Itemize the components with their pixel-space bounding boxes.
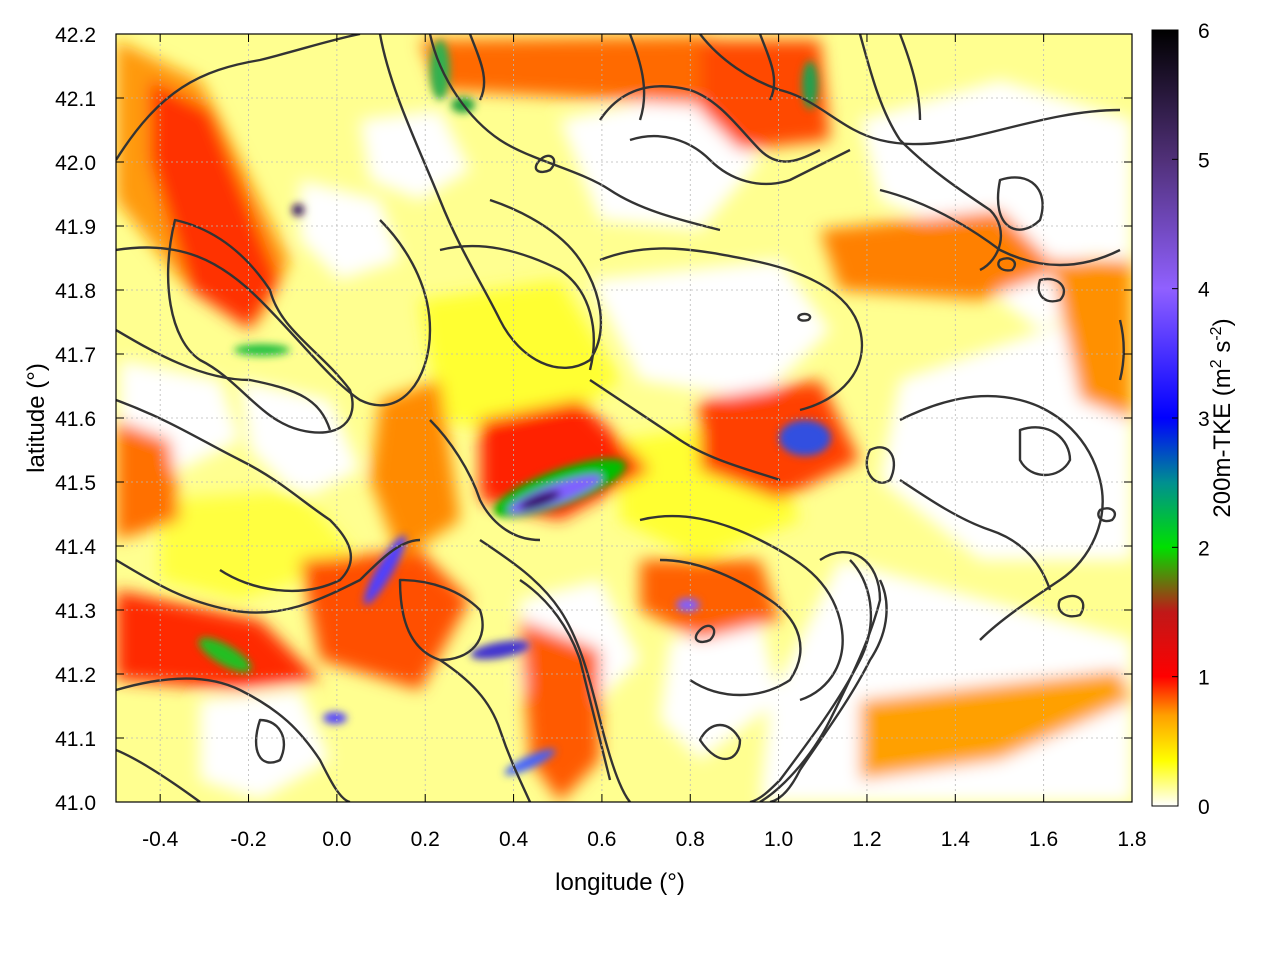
y-tick-label-10: 42.0 — [55, 152, 96, 175]
colorbar-title: 200m-TKE (m2 s-2) — [1208, 318, 1236, 517]
colorbar-tick-label-0: 0 — [1198, 796, 1210, 819]
y-tick-label-1: 41.1 — [55, 728, 96, 751]
y-tick-label-6: 41.6 — [55, 408, 96, 431]
colorbar-tick-label-4: 4 — [1198, 279, 1210, 302]
grid-lines — [116, 34, 1132, 802]
x-tick-label-8: 1.2 — [852, 828, 881, 851]
y-axis-title: latitude (°) — [23, 363, 50, 473]
y-tick-label-2: 41.2 — [55, 664, 96, 687]
plot-area — [116, 34, 1132, 802]
colorbar-tick-label-5: 5 — [1198, 149, 1210, 172]
y-tick-label-8: 41.8 — [55, 280, 96, 303]
x-tick-label-4: 0.4 — [499, 828, 529, 851]
colorbar-tick-label-1: 1 — [1198, 667, 1210, 690]
y-tick-label-11: 42.1 — [55, 88, 96, 111]
x-tick-label-2: 0.0 — [322, 828, 351, 851]
colorbar-tick-label-2: 2 — [1198, 537, 1210, 560]
y-tick-label-0: 41.0 — [55, 792, 96, 815]
y-tick-label-3: 41.3 — [55, 600, 96, 623]
x-axis: -0.4 -0.2 0.0 0.2 0.4 0.6 0.8 1.0 1.2 1.4 1.6 1.8 — [142, 34, 1147, 851]
x-axis-title: longitude (°) — [555, 869, 685, 896]
y-tick-label-12: 42.2 — [55, 24, 96, 47]
y-tick-label-5: 41.5 — [55, 472, 96, 495]
x-tick-label-6: 0.8 — [676, 828, 705, 851]
heatmap-field — [116, 36, 1132, 802]
colorbar-ticks: 0 1 2 3 4 5 6 — [1172, 20, 1210, 819]
colorbar-tick-label-6: 6 — [1198, 20, 1210, 43]
x-tick-label-3: 0.2 — [411, 828, 440, 851]
colorbar-tick-label-3: 3 — [1198, 408, 1210, 431]
colorbar-title-sup2: -2 — [1208, 326, 1225, 340]
x-tick-label-7: 1.0 — [764, 828, 793, 851]
colorbar-title-main: 200m-TKE (m — [1209, 368, 1236, 517]
x-tick-label-9: 1.4 — [941, 828, 971, 851]
x-tick-label-5: 0.6 — [587, 828, 616, 851]
contour-lines — [116, 34, 1125, 802]
y-tick-label-9: 41.9 — [55, 216, 96, 239]
colorbar-title-sup1: 2 — [1208, 359, 1225, 368]
y-tick-label-7: 41.7 — [55, 344, 96, 367]
x-tick-label-1: -0.2 — [230, 828, 266, 851]
x-tick-label-0: -0.4 — [142, 828, 179, 851]
colorbar-title-mid: s — [1209, 341, 1236, 360]
colorbar-title-end: ) — [1209, 318, 1236, 326]
y-tick-label-4: 41.4 — [55, 536, 96, 559]
x-tick-label-10: 1.6 — [1029, 828, 1058, 851]
x-tick-label-11: 1.8 — [1117, 828, 1146, 851]
heatmap-hotspots — [198, 40, 831, 776]
y-axis: 41.0 41.1 41.2 41.3 41.4 41.5 41.6 41.7 41.8 41.9… — [55, 24, 1132, 815]
